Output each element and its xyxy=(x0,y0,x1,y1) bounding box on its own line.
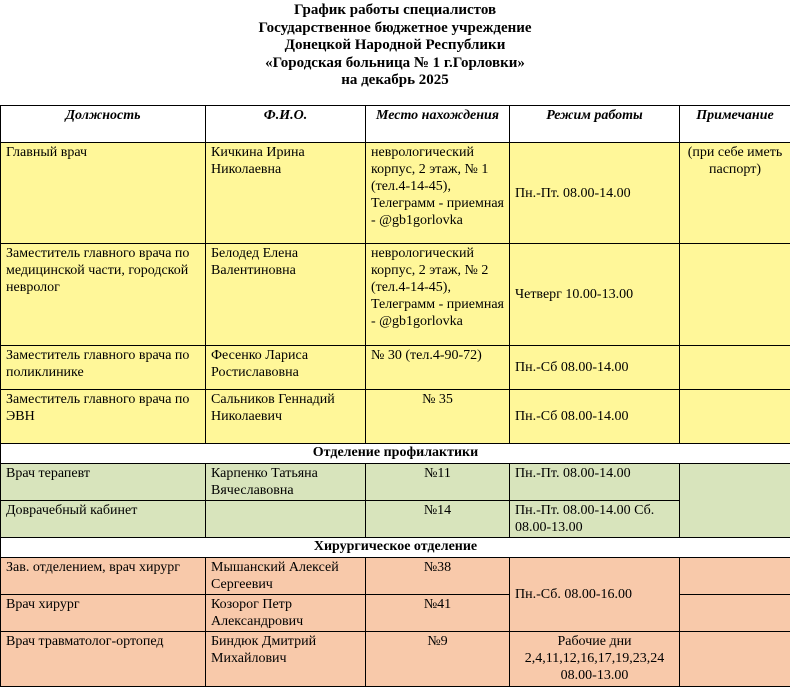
section-title: Отделение профилактики xyxy=(1,444,790,464)
schedule: Пн.-Сб. 08.00-16.00 xyxy=(510,558,680,632)
note xyxy=(680,595,790,632)
position: Врач хирург xyxy=(1,595,206,632)
position: Главный врач xyxy=(1,143,206,244)
position: Доврачебный кабинет xyxy=(1,501,206,538)
header: График работы специалистов Государственн… xyxy=(0,2,790,90)
name: Белодед Елена Валентиновна xyxy=(206,244,366,346)
note xyxy=(680,346,790,390)
header-row: Должность Ф.И.О. Место нахождения Режим … xyxy=(1,106,790,143)
schedule: Пн.-Пт. 08.00-14.00 xyxy=(510,143,680,244)
name: Мышанский Алексей Сергеевич xyxy=(206,558,366,595)
location: № 30 (тел.4-90-72) xyxy=(366,346,510,390)
section-title: Хирургическое отделение xyxy=(1,538,790,558)
schedule: Рабочие дни 2,4,11,12,16,17,19,23,24 08.… xyxy=(510,632,680,687)
name: Фесенко Лариса Ростиславовна xyxy=(206,346,366,390)
schedule: Пн.-Сб 08.00-14.00 xyxy=(510,346,680,390)
title-line: Государственное бюджетное учреждение xyxy=(0,20,790,38)
row: Врач терапевт Карпенко Татьяна Вячеславо… xyxy=(1,464,790,501)
column-header: Режим работы xyxy=(510,106,680,143)
name: Кичкина Ирина Николаевна xyxy=(206,143,366,244)
name xyxy=(206,501,366,538)
schedule: Пн.-Пт. 08.00-14.00 Сб. 08.00-13.00 xyxy=(510,501,680,538)
column-header: Место нахождения xyxy=(366,106,510,143)
row: Заместитель главного врача по поликлиник… xyxy=(1,346,790,390)
section-row: Хирургическое отделение xyxy=(1,538,790,558)
location: №14 xyxy=(366,501,510,538)
title-line: График работы специалистов xyxy=(0,2,790,20)
name: Сальников Геннадий Николаевич xyxy=(206,390,366,444)
name: Биндюк Дмитрий Михайлович xyxy=(206,632,366,687)
schedule-table: Должность Ф.И.О. Место нахождения Режим … xyxy=(0,105,790,687)
location: №41 xyxy=(366,595,510,632)
section-row: Отделение профилактики xyxy=(1,444,790,464)
note xyxy=(680,632,790,687)
column-header: Должность xyxy=(1,106,206,143)
note xyxy=(680,390,790,444)
position: Заместитель главного врача по ЭВН xyxy=(1,390,206,444)
position: Заместитель главного врача по медицинско… xyxy=(1,244,206,346)
row: Главный врач Кичкина Ирина Николаевна не… xyxy=(1,143,790,244)
location: №9 xyxy=(366,632,510,687)
name: Козорог Петр Александрович xyxy=(206,595,366,632)
column-header: Примечание xyxy=(680,106,790,143)
title-line: на декабрь 2025 xyxy=(0,72,790,90)
title-line: «Городская больница № 1 г.Горловки» xyxy=(0,55,790,73)
position: Зав. отделением, врач хирург xyxy=(1,558,206,595)
row: Доврачебный кабинет №14 Пн.-Пт. 08.00-14… xyxy=(1,501,790,538)
position: Врач травматолог-ортопед xyxy=(1,632,206,687)
title-line: Донецкой Народной Республики xyxy=(0,37,790,55)
location: неврологический корпус, 2 этаж, № 1 (тел… xyxy=(366,143,510,244)
schedule: Пн.-Пт. 08.00-14.00 xyxy=(510,464,680,501)
note xyxy=(680,244,790,346)
schedule: Пн.-Сб 08.00-14.00 xyxy=(510,390,680,444)
note xyxy=(680,558,790,595)
note: (при себе иметь паспорт) xyxy=(680,143,790,244)
column-header: Ф.И.О. xyxy=(206,106,366,143)
location: №38 xyxy=(366,558,510,595)
row: Заместитель главного врача по медицинско… xyxy=(1,244,790,346)
position: Заместитель главного врача по поликлиник… xyxy=(1,346,206,390)
location: № 35 xyxy=(366,390,510,444)
schedule: Четверг 10.00-13.00 xyxy=(510,244,680,346)
name: Карпенко Татьяна Вячеславовна xyxy=(206,464,366,501)
note xyxy=(680,464,790,538)
row: Врач травматолог-ортопед Биндюк Дмитрий … xyxy=(1,632,790,687)
position: Врач терапевт xyxy=(1,464,206,501)
location: неврологический корпус, 2 этаж, № 2 (тел… xyxy=(366,244,510,346)
row: Заместитель главного врача по ЭВН Сальни… xyxy=(1,390,790,444)
row: Зав. отделением, врач хирург Мышанский А… xyxy=(1,558,790,595)
location: №11 xyxy=(366,464,510,501)
